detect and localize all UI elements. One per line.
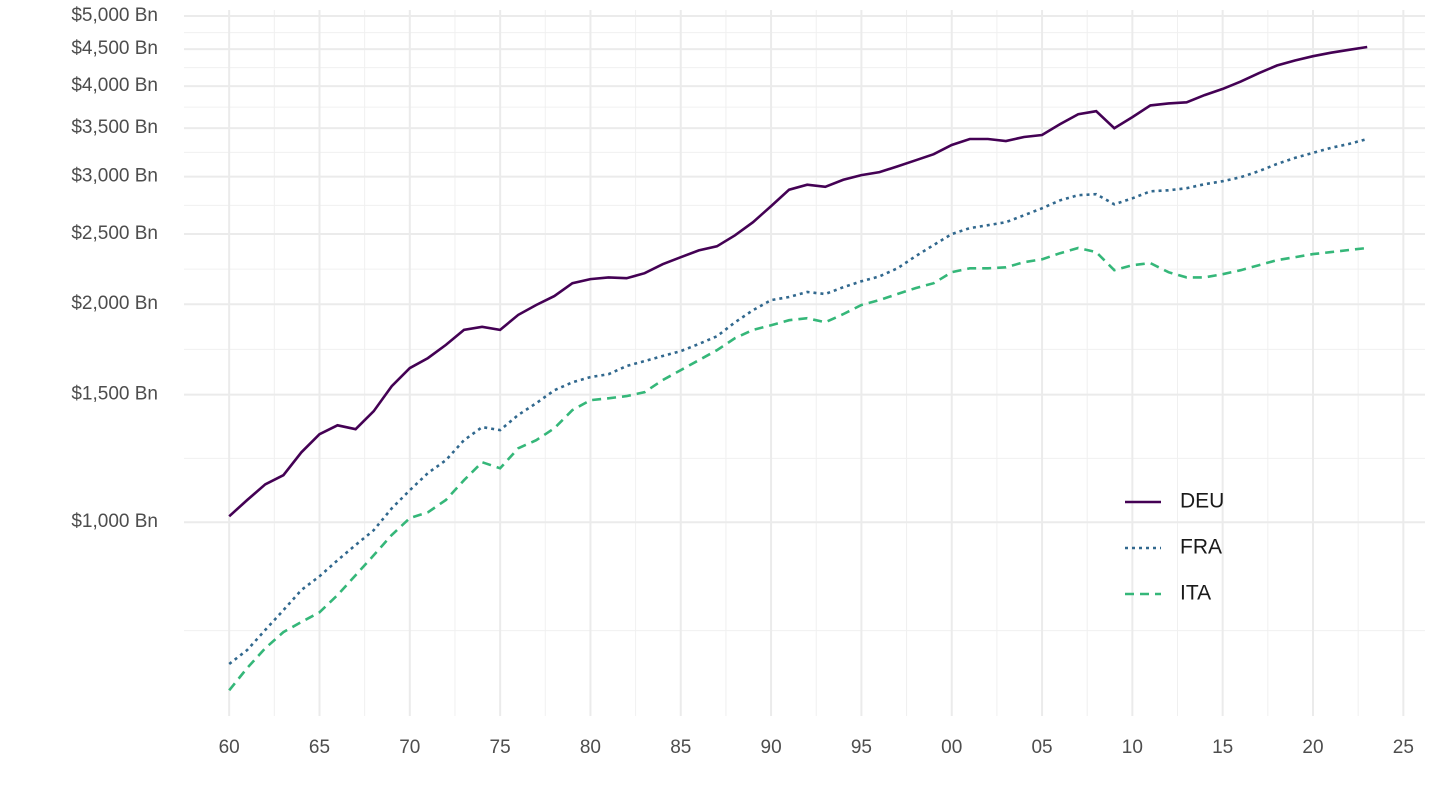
x-tick-label: 20 (1302, 737, 1323, 758)
legend-label: DEU (1180, 490, 1224, 513)
x-tick-label: 95 (851, 737, 872, 758)
x-tick-label: 10 (1122, 737, 1143, 758)
x-tick-label: 75 (490, 737, 511, 758)
x-tick-label: 80 (580, 737, 601, 758)
x-tick-label: 25 (1393, 737, 1414, 758)
y-tick-label: $4,000 Bn (71, 75, 158, 96)
x-tick-label: 00 (941, 737, 962, 758)
x-tick-label: 05 (1031, 737, 1052, 758)
x-tick-label: 15 (1212, 737, 1233, 758)
legend-label: FRA (1180, 536, 1222, 559)
y-tick-label: $1,500 Bn (71, 384, 158, 405)
y-tick-label: $2,000 Bn (71, 293, 158, 314)
x-tick-label: 85 (670, 737, 691, 758)
line-series (228, 246, 1368, 692)
y-tick-label: $1,000 Bn (71, 511, 158, 532)
y-tick-label: $3,500 Bn (71, 117, 158, 138)
y-tick-label: $2,500 Bn (71, 223, 158, 244)
grid (184, 10, 1425, 716)
x-tick-label: 70 (399, 737, 420, 758)
legend-label: ITA (1180, 582, 1211, 605)
y-tick-label: $3,000 Bn (71, 166, 158, 187)
x-tick-label: 65 (309, 737, 330, 758)
x-tick-label: 90 (761, 737, 782, 758)
line-series (228, 45, 1368, 518)
y-tick-label: $5,000 Bn (71, 5, 158, 26)
y-tick-label: $4,500 Bn (71, 38, 158, 59)
legend: DEU FRA ITA (1125, 490, 1224, 605)
x-tick-label: 60 (219, 737, 240, 758)
